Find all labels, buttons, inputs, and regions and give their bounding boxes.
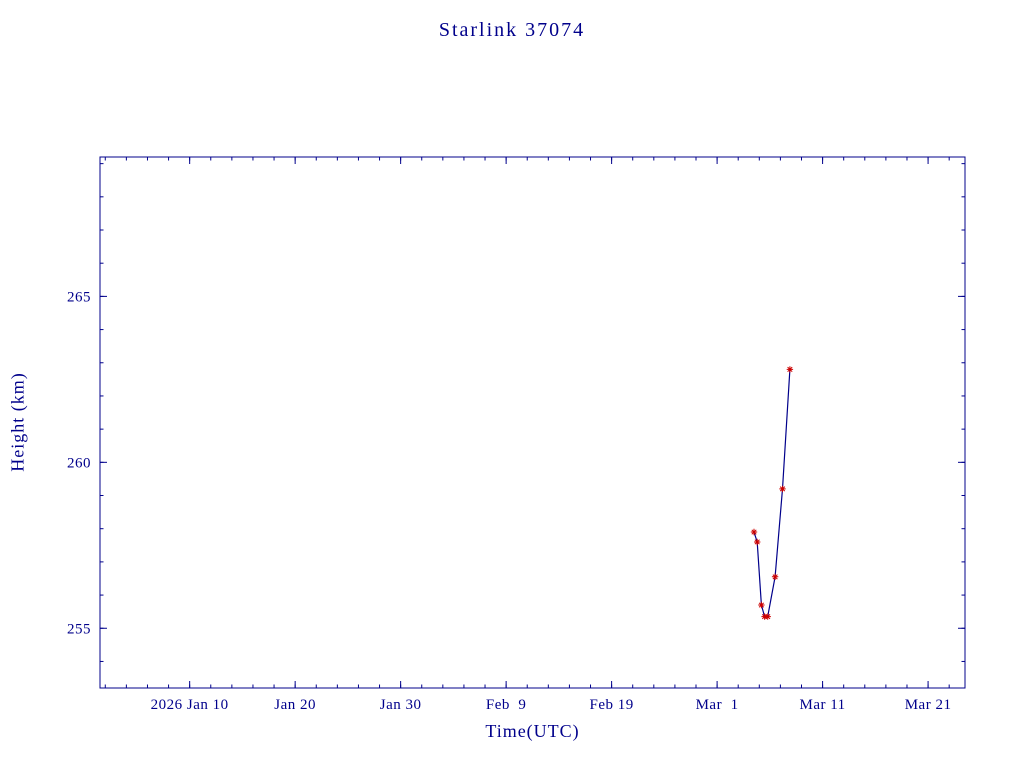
svg-text:Jan 30: Jan 30: [380, 697, 422, 713]
svg-text:Mar 11: Mar 11: [799, 697, 845, 713]
svg-text:Feb 9: Feb 9: [486, 697, 527, 713]
chart-title: Starlink 37074: [438, 19, 586, 41]
svg-text:255: 255: [67, 621, 91, 637]
svg-text:Jan 20: Jan 20: [274, 697, 316, 713]
svg-text:Mar 1: Mar 1: [696, 697, 739, 713]
svg-text:Feb 19: Feb 19: [589, 697, 633, 713]
svg-text:260: 260: [67, 455, 91, 471]
svg-text:2026 Jan 10: 2026 Jan 10: [151, 697, 229, 713]
x-axis-label: Time(UTC): [485, 721, 580, 741]
svg-text:Mar 21: Mar 21: [905, 697, 952, 713]
svg-text:265: 265: [67, 289, 91, 305]
